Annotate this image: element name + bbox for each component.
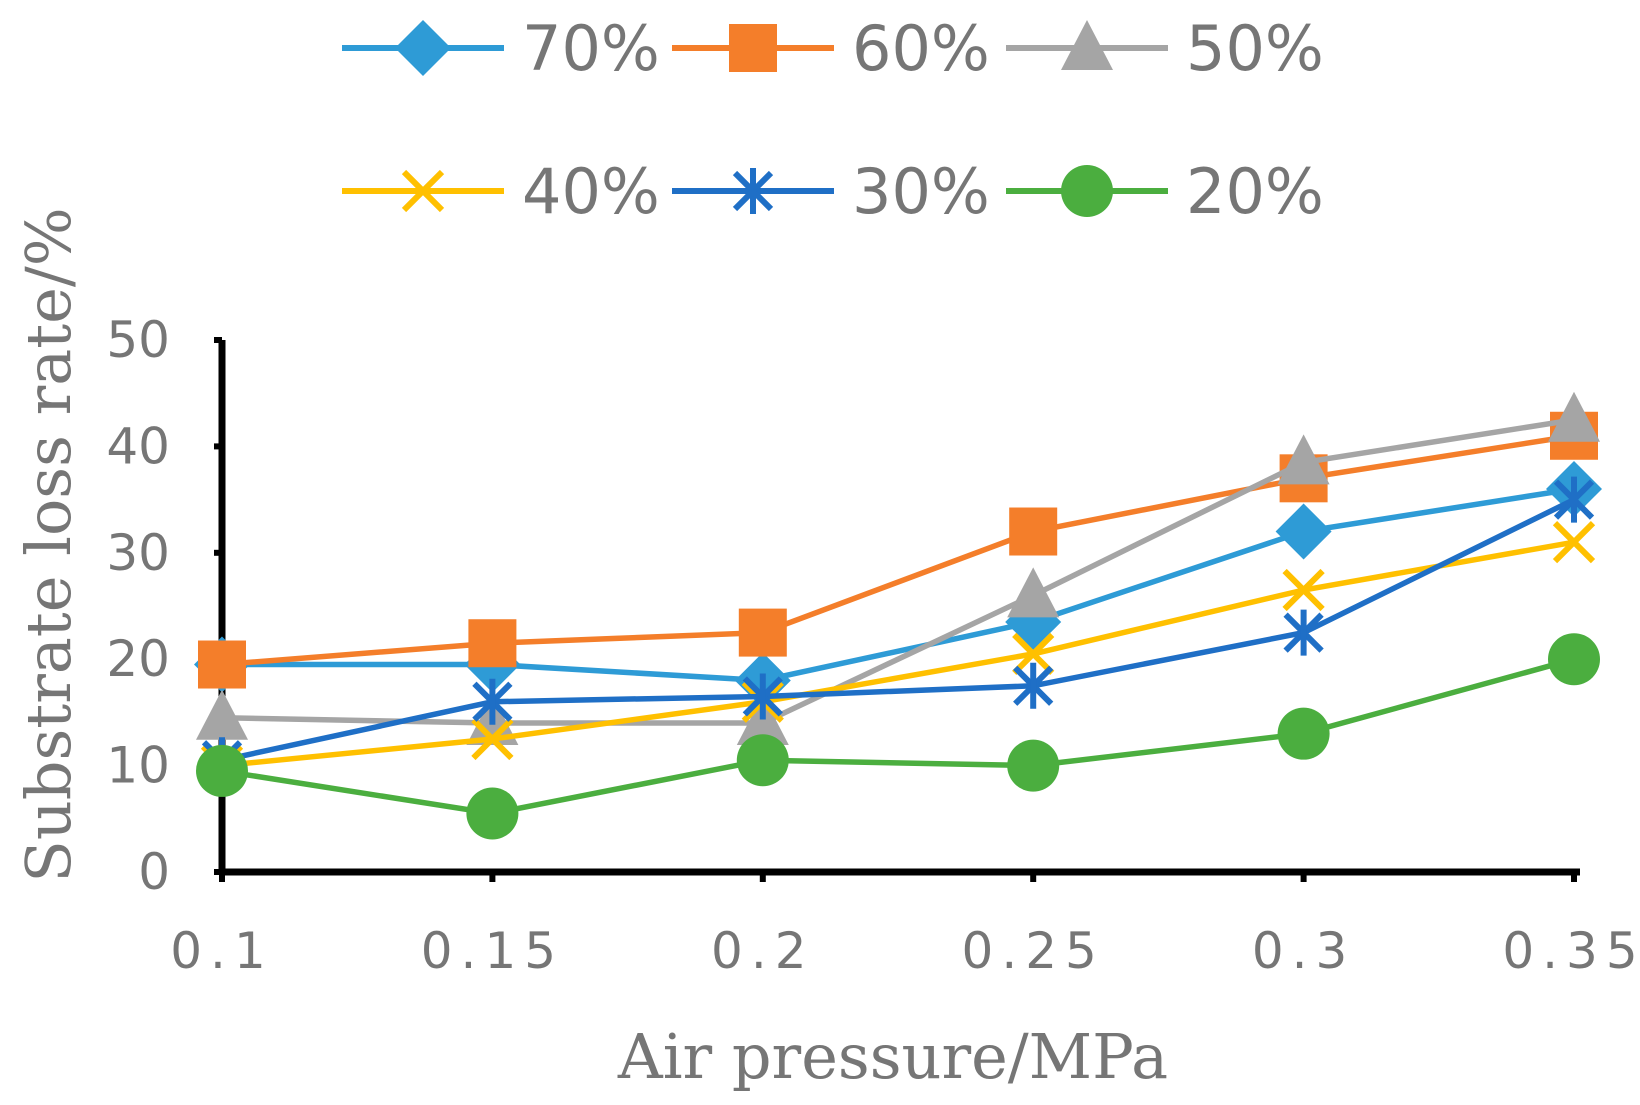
- legend-entry: 70%: [342, 12, 660, 85]
- legend-label: 70%: [522, 12, 660, 85]
- series-group: [194, 391, 1602, 840]
- data-point: [1277, 434, 1330, 485]
- legend-label: 40%: [522, 155, 660, 228]
- legend-entry: 60%: [672, 12, 990, 85]
- legend-entry: 40%: [342, 155, 660, 228]
- data-point: [742, 673, 783, 720]
- data-point: [466, 787, 519, 840]
- x-tick-label: 0.3: [1252, 922, 1356, 980]
- x-tick-label: 0.25: [962, 922, 1105, 980]
- data-point: [1548, 391, 1600, 442]
- series-20pct: [196, 633, 1600, 840]
- legend-marker: [401, 169, 445, 213]
- x-tick-label: 0.2: [711, 922, 815, 980]
- series-60pct: [198, 411, 1598, 689]
- data-point: [1012, 632, 1055, 676]
- legend-marker: [729, 24, 777, 72]
- data-point: [1007, 567, 1060, 618]
- series-line: [222, 486, 1575, 684]
- y-axis-title: Substrate loss rate/%: [12, 207, 85, 882]
- axes: [218, 340, 1580, 876]
- data-point: [1283, 609, 1324, 656]
- x-axis-title: Air pressure/MPa: [617, 1020, 1168, 1093]
- series-line: [221, 497, 1576, 763]
- legend-marker: [732, 168, 774, 214]
- data-point: [1552, 521, 1596, 564]
- data-point: [468, 619, 517, 668]
- data-point: [196, 689, 248, 740]
- data-point: [1553, 476, 1595, 523]
- x-tick-label: 0.35: [1502, 922, 1640, 980]
- x-tick-label: 0.1: [170, 922, 274, 980]
- data-point: [472, 678, 513, 725]
- data-point: [196, 744, 248, 797]
- data-point: [1277, 707, 1330, 760]
- data-point: [1548, 633, 1600, 686]
- legend-marker: [1061, 165, 1113, 217]
- data-point: [1282, 568, 1325, 612]
- data-point: [1013, 662, 1054, 709]
- x-tick-label: 0.15: [421, 922, 564, 980]
- y-tick-label: 0: [138, 843, 170, 901]
- legend-label: 60%: [852, 12, 990, 85]
- y-tick-label: 10: [106, 737, 170, 795]
- legend-marker: [1061, 20, 1113, 70]
- series-line: [221, 433, 1575, 668]
- legend-label: 30%: [852, 155, 990, 228]
- series-50pct: [196, 391, 1600, 746]
- data-point: [736, 695, 789, 746]
- data-point: [1007, 739, 1060, 792]
- legend-entry: 20%: [1006, 155, 1324, 228]
- data-point: [738, 608, 787, 657]
- series-line: [221, 656, 1575, 817]
- legend-label: 50%: [1186, 12, 1324, 85]
- legend-entry: 50%: [1006, 12, 1324, 85]
- data-point: [736, 734, 789, 787]
- data-point: [1009, 507, 1058, 556]
- data-point: [471, 717, 514, 761]
- legend: 70% 60% 50% 40% 30% 20%: [342, 12, 1324, 228]
- y-tick-label: 30: [106, 524, 170, 582]
- series-line: [221, 417, 1575, 726]
- legend-marker: [395, 20, 451, 76]
- y-tick-label: 40: [106, 417, 170, 475]
- data-point: [1275, 503, 1332, 560]
- data-point: [198, 640, 246, 689]
- ticks: 0 10 20 30 40 50 0.1 0.15 0.2 0.25 0.3 0.35: [106, 311, 1640, 980]
- legend-label: 20%: [1186, 155, 1324, 228]
- legend-entry: 30%: [672, 155, 990, 228]
- y-tick-label: 50: [106, 311, 170, 369]
- y-tick-label: 20: [106, 630, 170, 688]
- series-line: [221, 539, 1575, 769]
- series-30pct: [201, 476, 1595, 784]
